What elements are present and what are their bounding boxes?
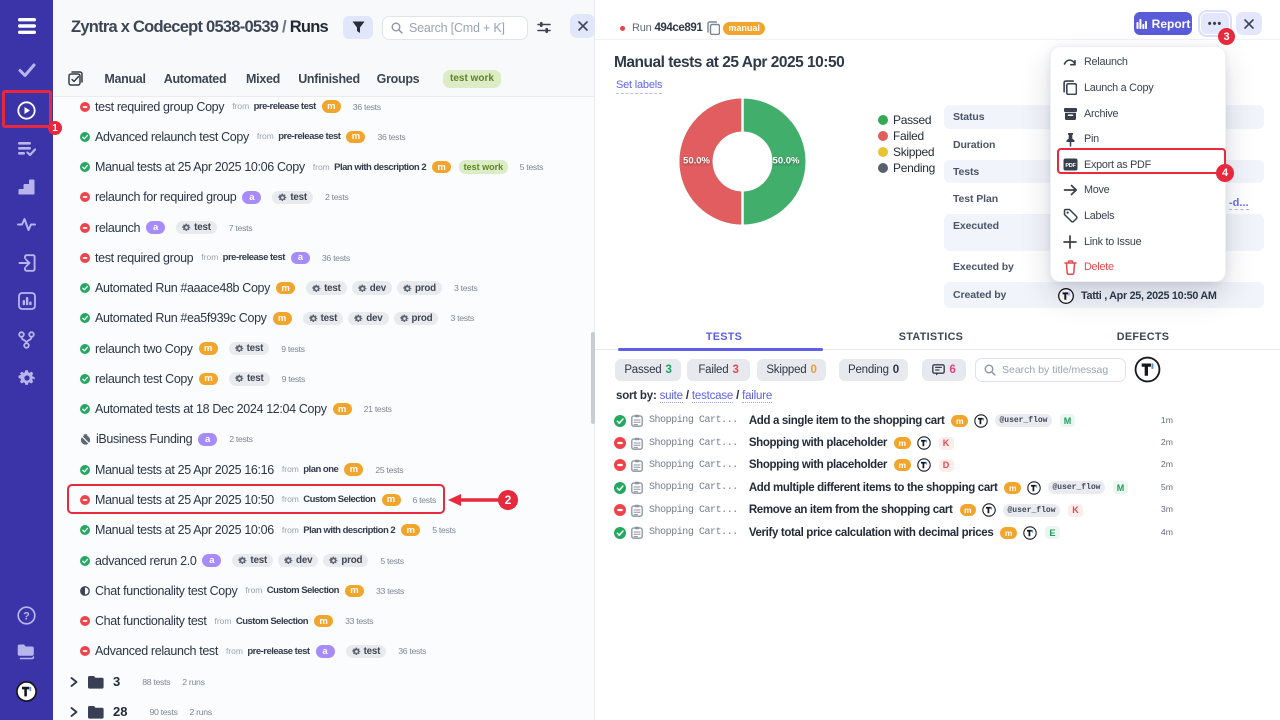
svg-text:?: ? <box>23 610 30 622</box>
svg-text:PDF: PDF <box>1065 163 1076 169</box>
